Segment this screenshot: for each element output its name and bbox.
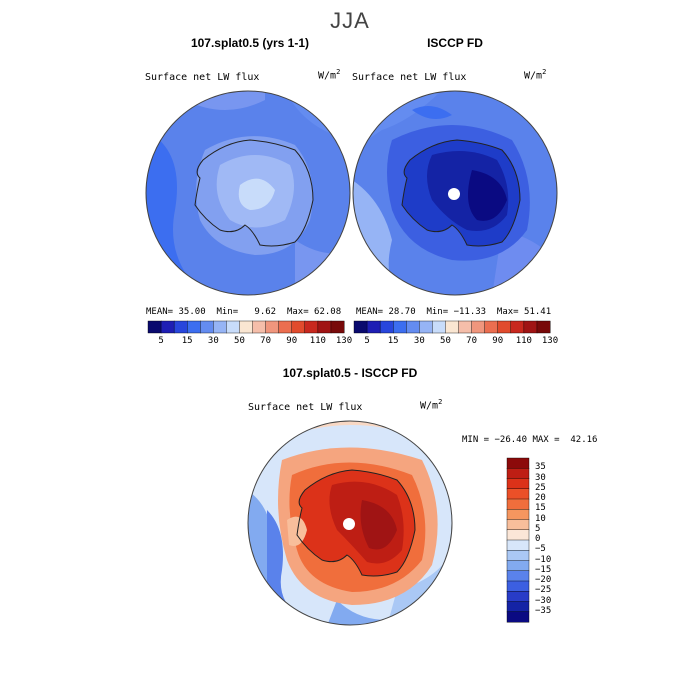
colorbar-tick-label: 35 — [535, 462, 546, 473]
colorbar-tick-label: 15 — [387, 336, 399, 346]
colorbar-swatch — [506, 560, 530, 572]
colorbar-swatch — [506, 580, 530, 592]
colorbar-swatch — [317, 320, 332, 334]
colorbar-swatch — [278, 320, 293, 334]
colorbar-tick-label: 90 — [286, 336, 298, 346]
colorbar-tick-label: 15 — [181, 336, 193, 346]
colorbar-swatch — [239, 320, 254, 334]
colorbar-swatch — [265, 320, 280, 334]
main-title: JJA — [330, 8, 370, 33]
colorbar-swatch — [506, 570, 530, 582]
colorbar-swatch — [506, 550, 530, 562]
colorbar-tick-label: 15 — [535, 503, 546, 514]
colorbar-swatch — [187, 320, 201, 334]
colorbar-swatch — [226, 320, 240, 334]
colorbar-tick-label: 110 — [309, 336, 326, 346]
colorbar-tick-label: −20 — [535, 575, 552, 585]
colorbar-tick-label: 5 — [158, 336, 164, 346]
colorbar-swatch — [506, 488, 530, 500]
colorbar-swatch — [291, 320, 306, 334]
panel-2-units: W/m2 — [524, 68, 547, 82]
panel-2-colorbar — [353, 320, 551, 334]
panel-1-polar-map — [145, 90, 351, 296]
colorbar-tick-label: 90 — [492, 336, 504, 346]
colorbar-swatch — [200, 320, 214, 334]
colorbar-swatch — [366, 320, 381, 334]
panel-1-colorbar-labels: 5 15 30 50 70 90 110 130 — [148, 336, 352, 348]
colorbar-swatch — [353, 320, 368, 334]
panel-3-colorbar-labels: 35 30 25 20 15 10 5 0 −5 −10 −15 −20 −25 −30 −35 — [535, 458, 575, 622]
colorbar-swatch — [510, 320, 525, 334]
panel-2-variable-label: Surface net LW flux — [352, 72, 467, 83]
colorbar-tick-label: 50 — [440, 336, 451, 346]
colorbar-tick-label: 10 — [535, 513, 546, 524]
colorbar-swatch — [406, 320, 420, 334]
colorbar-swatch — [458, 320, 473, 334]
colorbar-swatch — [536, 320, 551, 334]
colorbar-swatch — [506, 519, 530, 531]
colorbar-swatch — [379, 320, 394, 334]
panel-3-units: W/m2 — [420, 398, 443, 412]
colorbar-swatch — [432, 320, 446, 334]
panel-3-stats: MIN = −26.40 MAX = 42.16 — [462, 435, 598, 445]
panel-3-title: 107.splat0.5 - ISCCP FD — [282, 366, 418, 380]
colorbar-swatch — [419, 320, 433, 334]
panel-1-units: W/m2 — [318, 68, 341, 82]
colorbar-tick-label: 30 — [535, 472, 546, 483]
colorbar-swatch — [484, 320, 499, 334]
colorbar-swatch — [506, 601, 530, 613]
colorbar-swatch — [506, 611, 530, 623]
colorbar-tick-label: −30 — [535, 595, 552, 606]
colorbar-tick-label: −10 — [535, 554, 552, 565]
colorbar-swatch — [506, 457, 530, 469]
colorbar-tick-label: −15 — [535, 564, 552, 575]
colorbar-tick-label: −35 — [535, 605, 552, 616]
panel-2-colorbar-labels: 5 15 30 50 70 90 110 130 — [354, 336, 558, 348]
colorbar-swatch — [393, 320, 407, 334]
colorbar-swatch — [506, 539, 530, 551]
colorbar-tick-label: 30 — [207, 336, 219, 346]
colorbar-tick-label: 20 — [535, 493, 546, 503]
colorbar-swatch — [445, 320, 460, 334]
colorbar-tick-label: 5 — [364, 336, 370, 346]
colorbar-swatch — [506, 478, 530, 490]
colorbar-swatch — [506, 498, 530, 510]
colorbar-tick-label: 130 — [541, 336, 559, 346]
colorbar-tick-label: 130 — [335, 336, 353, 346]
colorbar-swatch — [304, 320, 319, 334]
colorbar-tick-label: 0 — [535, 534, 541, 544]
colorbar-tick-label: 70 — [466, 336, 478, 346]
panel-1-colorbar — [147, 320, 345, 334]
colorbar-tick-label: 110 — [515, 336, 532, 346]
colorbar-swatch — [497, 320, 512, 334]
colorbar-tick-label: −25 — [535, 585, 552, 596]
colorbar-tick-label: −5 — [535, 544, 546, 555]
colorbar-tick-label: 25 — [535, 482, 546, 493]
colorbar-tick-label: 50 — [234, 336, 245, 346]
panel-2-polar-map — [352, 90, 558, 296]
colorbar-tick-label: 30 — [413, 336, 425, 346]
colorbar-swatch — [471, 320, 486, 334]
panel-3-colorbar — [506, 457, 530, 623]
colorbar-swatch — [523, 320, 538, 334]
colorbar-swatch — [506, 591, 530, 603]
panel-3-variable-label: Surface net LW flux — [248, 402, 363, 413]
colorbar-tick-label: 5 — [535, 523, 541, 534]
colorbar-swatch — [173, 320, 188, 334]
colorbar-swatch — [506, 509, 530, 521]
panel-1-variable-label: Surface net LW flux — [145, 72, 260, 83]
colorbar-tick-label: 70 — [260, 336, 272, 346]
panel-3-polar-map — [247, 420, 453, 626]
colorbar-swatch — [160, 320, 175, 334]
panel-2-stats: MEAN= 28.70 Min= −11.33 Max= 51.41 — [356, 307, 552, 317]
colorbar-swatch — [506, 529, 530, 541]
panel-2-title: ISCCP FD — [427, 36, 483, 50]
colorbar-swatch — [213, 320, 227, 334]
panel-1-title: 107.splat0.5 (yrs 1-1) — [190, 36, 310, 50]
colorbar-swatch — [147, 320, 162, 334]
colorbar-swatch — [506, 468, 530, 480]
colorbar-swatch — [252, 320, 267, 334]
colorbar-swatch — [330, 320, 345, 334]
panel-1-stats: MEAN= 35.00 Min= 9.62 Max= 62.08 — [146, 307, 342, 317]
